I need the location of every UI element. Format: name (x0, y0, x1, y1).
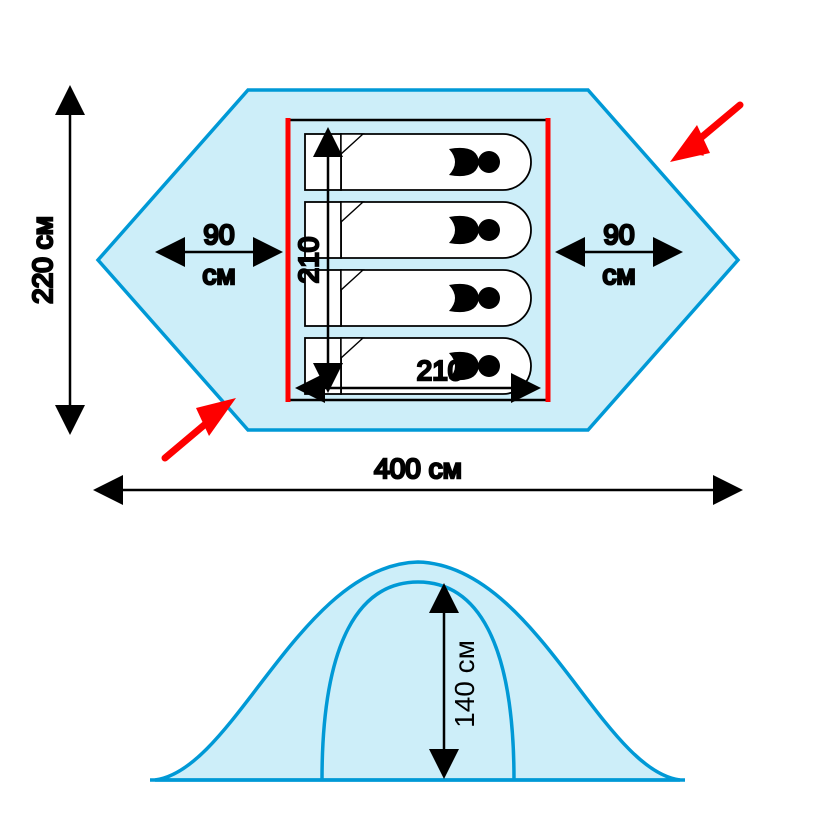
tent-profile (155, 562, 680, 780)
side-view: 140 см (150, 562, 685, 780)
entry-arrow-head-icon (670, 125, 710, 162)
dim-tent-height: 140 см (449, 640, 480, 728)
person-head-icon (478, 287, 500, 309)
entry-arrow-top-right (664, 105, 740, 168)
entry-arrow-bottom-left (165, 398, 236, 458)
dim-vest-right-value: 90 (603, 219, 634, 250)
sleeping-bag (305, 270, 531, 326)
dim-total-width: 400 см (374, 453, 462, 484)
dim-vest-left-value: 90 (203, 219, 234, 250)
person-head-icon (478, 151, 500, 173)
top-view (98, 90, 740, 458)
dim-vest-right-unit: см (602, 259, 635, 290)
dim-inner-height: 210 (293, 237, 324, 284)
sleeping-bag (305, 134, 531, 190)
sleeping-bag (305, 202, 531, 258)
person-head-icon (478, 219, 500, 241)
dim-inner-width: 210 (417, 355, 464, 386)
dim-total-height: 220 см (27, 216, 58, 304)
person-head-icon (478, 355, 500, 377)
dim-vest-left-unit: см (202, 259, 235, 290)
